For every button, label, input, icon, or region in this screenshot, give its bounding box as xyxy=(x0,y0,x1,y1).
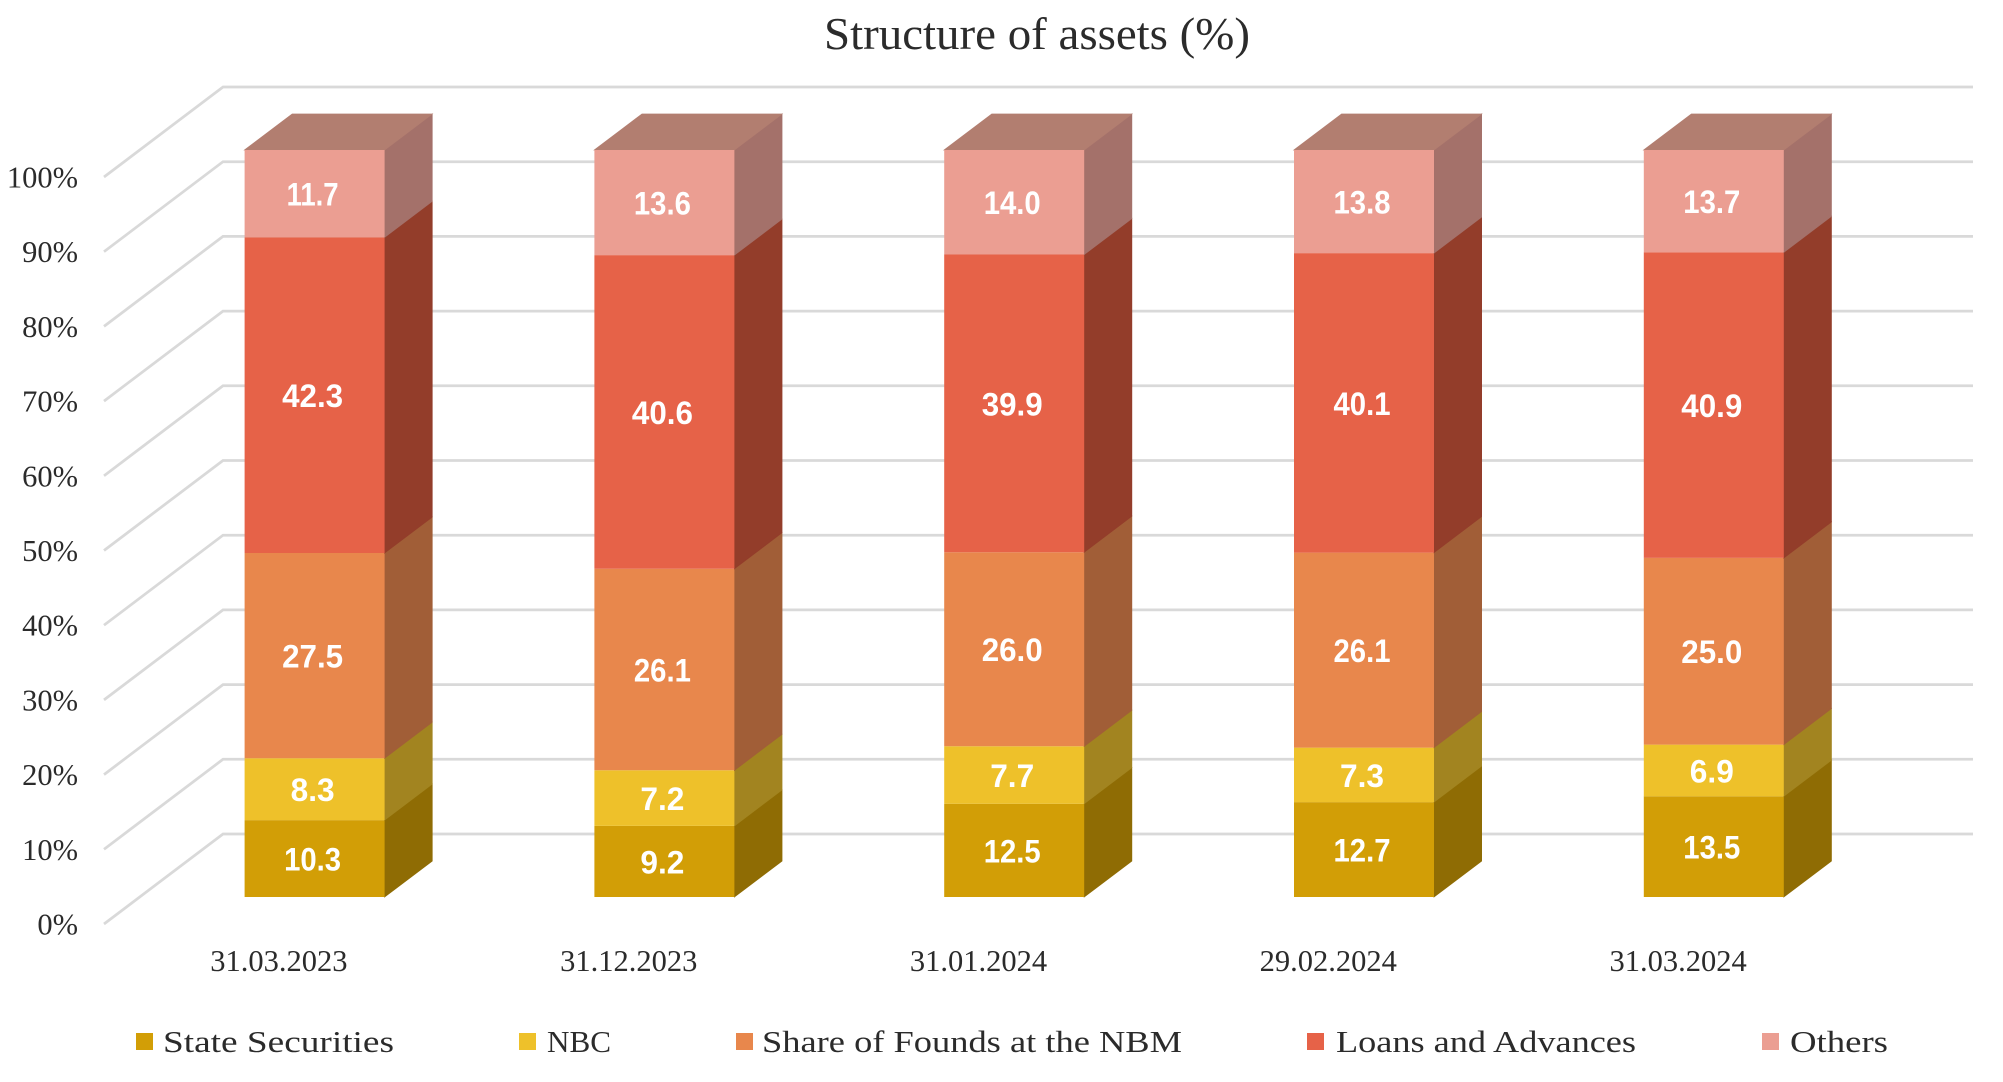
svg-text:0%: 0% xyxy=(37,908,78,942)
svg-text:13.6: 13.6 xyxy=(634,186,691,222)
svg-text:7.7: 7.7 xyxy=(990,758,1034,794)
svg-text:10.3: 10.3 xyxy=(284,842,341,878)
svg-text:10%: 10% xyxy=(22,833,78,867)
svg-text:40%: 40% xyxy=(22,609,78,643)
svg-text:27.5: 27.5 xyxy=(282,639,343,675)
svg-text:40.9: 40.9 xyxy=(1681,388,1742,424)
svg-text:9.2: 9.2 xyxy=(640,845,684,881)
svg-text:12.7: 12.7 xyxy=(1334,833,1391,869)
svg-text:29.02.2024: 29.02.2024 xyxy=(1260,944,1397,978)
svg-text:100%: 100% xyxy=(7,161,78,195)
svg-text:70%: 70% xyxy=(22,385,78,419)
svg-text:Share of Founds at the NBM: Share of Founds at the NBM xyxy=(762,1024,1182,1059)
svg-text:NBC: NBC xyxy=(547,1024,611,1059)
svg-text:Loans and Advances: Loans and Advances xyxy=(1336,1024,1636,1059)
svg-text:13.8: 13.8 xyxy=(1334,185,1391,221)
svg-text:11.7: 11.7 xyxy=(287,177,339,213)
svg-text:26.0: 26.0 xyxy=(982,632,1043,668)
svg-text:Others: Others xyxy=(1790,1024,1888,1059)
svg-text:60%: 60% xyxy=(22,459,78,493)
svg-text:13.7: 13.7 xyxy=(1683,184,1740,220)
svg-text:26.1: 26.1 xyxy=(1334,633,1391,669)
svg-text:25.0: 25.0 xyxy=(1681,634,1742,670)
svg-text:26.1: 26.1 xyxy=(634,653,691,689)
svg-text:State Securities: State Securities xyxy=(163,1024,394,1059)
svg-text:12.5: 12.5 xyxy=(984,833,1041,869)
svg-text:8.3: 8.3 xyxy=(291,772,335,808)
svg-text:30%: 30% xyxy=(22,683,78,717)
svg-text:40.6: 40.6 xyxy=(632,395,693,431)
svg-text:20%: 20% xyxy=(22,758,78,792)
svg-text:31.01.2024: 31.01.2024 xyxy=(910,944,1047,978)
svg-text:6.9: 6.9 xyxy=(1690,753,1734,789)
svg-text:80%: 80% xyxy=(22,310,78,344)
svg-text:7.2: 7.2 xyxy=(640,781,684,817)
svg-text:40.1: 40.1 xyxy=(1334,386,1391,422)
svg-text:31.03.2023: 31.03.2023 xyxy=(210,944,347,978)
svg-text:31.12.2023: 31.12.2023 xyxy=(560,944,697,978)
svg-text:13.5: 13.5 xyxy=(1683,830,1740,866)
svg-text:31.03.2024: 31.03.2024 xyxy=(1609,944,1746,978)
svg-text:7.3: 7.3 xyxy=(1340,758,1384,794)
svg-text:Structure of assets (%): Structure of assets (%) xyxy=(824,8,1250,59)
svg-text:90%: 90% xyxy=(22,235,78,269)
svg-text:50%: 50% xyxy=(22,534,78,568)
svg-text:14.0: 14.0 xyxy=(984,185,1041,221)
svg-text:39.9: 39.9 xyxy=(982,386,1043,422)
svg-text:42.3: 42.3 xyxy=(282,378,343,414)
